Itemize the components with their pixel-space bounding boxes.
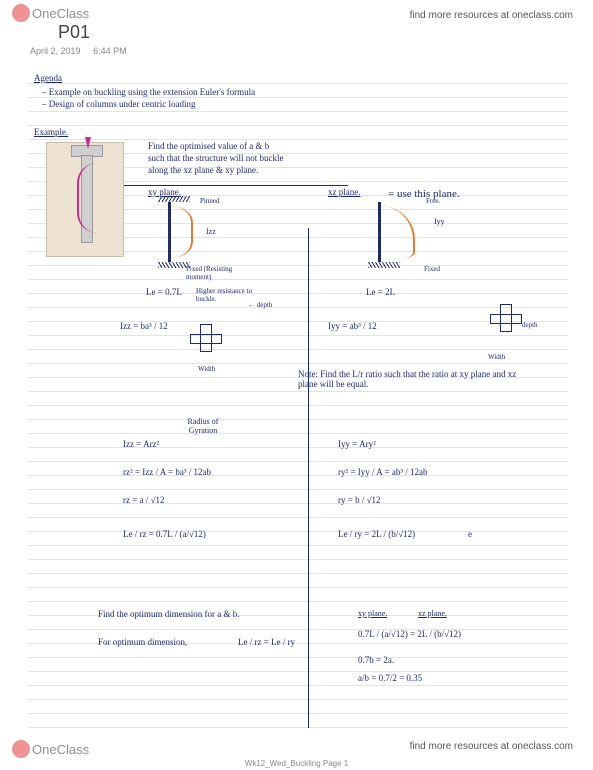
opt-hdr2: xz plane.: [418, 610, 447, 619]
xz-le: Le = 2L: [366, 288, 395, 298]
page-title: P01: [58, 22, 90, 43]
xz-cross-section: [488, 302, 526, 344]
xz-bot: Fixed: [424, 266, 440, 274]
right-e4: Le / ry = 2L / (b/√12): [338, 530, 415, 540]
brand-text: OneClass: [32, 6, 89, 21]
optimum-line2: For optimum dimension,: [98, 638, 187, 648]
vertical-divider: [308, 228, 309, 728]
optimum-eq3: 0.7b = 2a.: [358, 656, 394, 666]
fixed-hatch-xz-icon: [368, 262, 400, 268]
agenda-heading: Agenda: [34, 74, 62, 84]
meta-date-time: April 2, 2019 6:44 PM: [30, 46, 127, 56]
rect-horiz: [190, 334, 222, 344]
brand-text-bottom: OneClass: [32, 742, 89, 757]
prompt3: along the xz plane & xy plane.: [148, 166, 258, 176]
resource-link-bottom[interactable]: find more resources at oneclass.com: [410, 741, 573, 752]
left-e4: Le / rz = 0.7L / (a/√12): [123, 530, 206, 540]
prompt2: such that the structure will not buckle: [148, 154, 283, 164]
optimum-eq1: Le / rz = Le / ry: [238, 638, 295, 648]
prompt1: Find the optimised value of a & b: [148, 142, 269, 152]
xz-iyy: Iyy: [434, 218, 445, 227]
meta-time: 6:44 PM: [93, 46, 127, 56]
notepaper: Agenda – Example on buckling using the e…: [28, 70, 568, 735]
buckle-curve-xy-icon: [171, 206, 193, 258]
agenda-line2: – Design of columns under centric loadin…: [42, 100, 195, 110]
right-e2: ry² = Iyy / A = ab³ / 12ab: [338, 468, 428, 478]
right-e3: ry = b / √12: [338, 496, 381, 506]
left-e2: rz² = Izz / A = ba³ / 12ab: [123, 468, 211, 478]
xy-width: Width: [198, 366, 215, 374]
buckle-curve-xz-icon: [381, 206, 415, 258]
right-e1: Iyy = Ary²: [338, 440, 376, 450]
xy-cross-section: [188, 322, 226, 364]
optimum-line1: Find the optimum dimension for a & b.: [98, 610, 240, 620]
xy-top: Pinned: [200, 198, 219, 206]
xz-mini-diagram: [368, 202, 433, 272]
buckle-curve-icon: [77, 163, 97, 233]
xz-depth: depth: [522, 322, 538, 330]
oneclass-logo-icon-bottom: [12, 740, 30, 758]
load-arrow-icon: [85, 137, 91, 149]
note-lr-ratio: Note: Find the L/r ratio such that the r…: [298, 370, 528, 390]
xy-izz-formula: Izz = ba³ / 12: [120, 322, 168, 332]
footer-page: Wk12_Wed_Buckling Page 1: [245, 759, 348, 768]
column-3d-diagram: [46, 142, 124, 257]
gyration-label: Radius of Gyration: [178, 418, 228, 436]
optimum-eq4: a/b = 0.7/2 = 0.35: [358, 674, 422, 684]
xy-mini-diagram: [158, 202, 223, 272]
xz-iyy-formula: Iyy = ab³ / 12: [328, 322, 377, 332]
rect-horiz-xz: [490, 314, 522, 324]
watermark-bottom: OneClass: [12, 740, 89, 758]
xz-label: xz plane.: [328, 188, 360, 198]
xz-top: Free.: [426, 198, 440, 206]
xy-le: Le = 0.7L: [146, 288, 182, 298]
xy-bot: Fixed (Resisting moment): [186, 266, 246, 281]
example-heading: Example.: [34, 128, 68, 138]
right-e5: e: [468, 530, 472, 540]
meta-date: April 2, 2019: [30, 46, 81, 56]
oneclass-logo-icon: [12, 4, 30, 22]
watermark-top: OneClass: [12, 4, 89, 22]
left-e1: Izz = Arz²: [123, 440, 159, 450]
resource-link-top[interactable]: find more resources at oneclass.com: [410, 10, 573, 21]
optimum-eq2: 0.7L / (a/√12) = 2L / (b/√12): [358, 630, 461, 640]
left-e3: rz = a / √12: [123, 496, 165, 506]
xz-width: Width: [488, 354, 505, 362]
use-plane-note: = use this plane.: [388, 188, 460, 200]
xy-izz: Izz: [206, 228, 216, 237]
xy-depth: ← depth: [248, 302, 272, 310]
pinned-hatch-icon: [158, 196, 190, 202]
agenda-line1: – Example on buckling using the extensio…: [42, 88, 255, 98]
opt-hdr1: xy plane.: [358, 610, 387, 619]
